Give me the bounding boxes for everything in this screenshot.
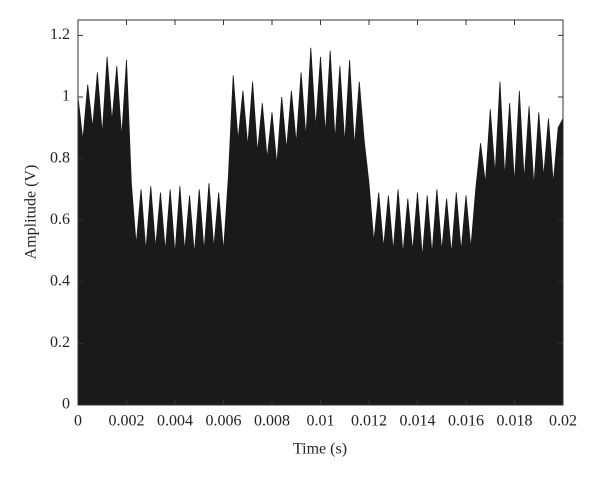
y-tick-label: 1.2 <box>50 26 70 43</box>
x-tick-label: 0.006 <box>206 413 242 430</box>
x-tick-label: 0.012 <box>351 413 387 430</box>
signal-area <box>77 47 564 406</box>
x-tick-label: 0.008 <box>254 413 290 430</box>
y-tick-label: 0 <box>62 396 70 413</box>
x-tick-label: 0 <box>74 413 82 430</box>
x-tick-label: 0.002 <box>109 413 145 430</box>
y-tick-label: 0.6 <box>50 211 70 228</box>
y-axis-label: Amplitude (V) <box>23 165 40 260</box>
x-tick-label: 0.02 <box>549 413 577 430</box>
x-tick-label: 0.016 <box>448 413 484 430</box>
y-tick-label: 0.8 <box>50 149 70 166</box>
x-tick-label: 0.018 <box>497 413 533 430</box>
x-tick-label: 0.01 <box>307 413 335 430</box>
x-tick-label: 0.004 <box>157 413 193 430</box>
x-axis-label: Time (s) <box>293 441 347 458</box>
y-tick-label: 1 <box>62 88 70 105</box>
y-tick-label: 0.2 <box>50 334 70 351</box>
y-tick-label: 0.4 <box>50 272 70 289</box>
x-tick-label: 0.014 <box>400 413 436 430</box>
